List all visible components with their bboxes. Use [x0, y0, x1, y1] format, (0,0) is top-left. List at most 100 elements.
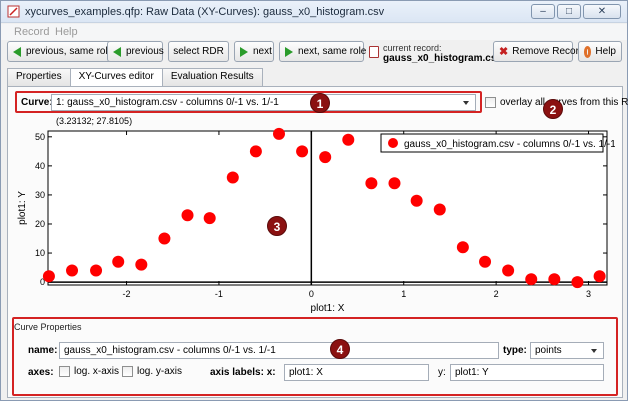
- data-point: [548, 273, 561, 286]
- help-button[interactable]: Help: [578, 41, 622, 62]
- maximize-button[interactable]: □: [557, 4, 581, 19]
- remove-record-button[interactable]: ✖ Remove Record: [493, 41, 584, 62]
- dropdown-arrow-icon: [591, 349, 597, 353]
- coordinate-readout: (3.23132; 27.8105): [56, 116, 133, 126]
- checkbox-box[interactable]: [122, 366, 133, 377]
- legend-marker: [388, 138, 398, 148]
- title-bar: xycurves_examples.qfp: Raw Data (XY-Curv…: [1, 1, 627, 23]
- toolbar: previous, same role previous select RDR …: [1, 41, 627, 67]
- tab-xy-curves-editor[interactable]: XY-Curves editor: [69, 68, 163, 87]
- legend: gauss_x0_histogram.csv - columns 0/-1 vs…: [380, 133, 616, 153]
- close-button[interactable]: ✕: [583, 4, 621, 19]
- x-tick-label: 3: [586, 289, 591, 299]
- x-tick-label: 0: [309, 289, 314, 299]
- window-controls: – □ ✕: [531, 4, 621, 19]
- y-tick-label: 40: [35, 161, 45, 171]
- x-tick-label: 1: [401, 289, 406, 299]
- log-y-axis-checkbox[interactable]: log. y-axis: [122, 366, 182, 377]
- legend-box: [380, 133, 604, 153]
- arrow-right-icon: [285, 46, 293, 57]
- callout-badge-1: 1: [310, 93, 330, 113]
- curve-label: Curve:: [21, 97, 53, 108]
- log-x-axis-checkbox[interactable]: log. x-axis: [59, 366, 119, 377]
- data-point: [272, 127, 285, 140]
- select-rdr-button[interactable]: select RDR: [168, 41, 229, 62]
- current-record: current record: gauss_x0_histogram.csv: [369, 43, 502, 65]
- curve-select[interactable]: 1: gauss_x0_histogram.csv - columns 0/-1…: [51, 94, 476, 111]
- x-axis-label-input[interactable]: plot1: X: [284, 364, 429, 381]
- legend-label: gauss_x0_histogram.csv - columns 0/-1 vs…: [404, 139, 615, 150]
- data-point: [456, 241, 469, 254]
- data-point: [410, 194, 423, 207]
- tab-evaluation-results[interactable]: Evaluation Results: [161, 68, 263, 86]
- checkbox-box[interactable]: [485, 97, 496, 108]
- menu-bar: Record Help: [1, 24, 627, 40]
- data-point: [42, 270, 55, 283]
- data-point: [571, 276, 584, 289]
- curve-properties-section: Curve Properties name: gauss_x0_histogra…: [12, 317, 618, 396]
- current-record-value: gauss_x0_histogram.csv: [383, 53, 502, 64]
- y-tick-label: 50: [35, 132, 45, 142]
- curve-selector-row: Curve: 1: gauss_x0_histogram.csv - colum…: [15, 91, 482, 113]
- type-label: type:: [503, 345, 527, 356]
- data-point: [226, 171, 239, 184]
- data-point: [296, 145, 309, 158]
- minimize-button[interactable]: –: [531, 4, 555, 19]
- next-button[interactable]: next: [234, 41, 274, 62]
- overlay-all-curves-checkbox[interactable]: overlay all curves from this RDR: [485, 97, 628, 108]
- next-same-role-button[interactable]: next, same role: [279, 41, 366, 62]
- x-axis-label: plot1: X: [311, 303, 345, 314]
- menu-help[interactable]: Help: [55, 26, 78, 38]
- data-point: [479, 255, 492, 268]
- curve-properties-title: Curve Properties: [14, 322, 82, 332]
- xy-curves-editor-panel: Curve: 1: gauss_x0_histogram.csv - colum…: [7, 86, 628, 398]
- name-label: name:: [28, 345, 58, 356]
- arrow-left-icon: [13, 46, 21, 57]
- callout-badge-4: 4: [330, 339, 350, 359]
- axes-label: axes:: [28, 367, 54, 378]
- callout-badge-2: 2: [543, 99, 563, 119]
- data-point: [249, 145, 262, 158]
- data-point: [319, 151, 332, 164]
- y-axis-label-input[interactable]: plot1: Y: [450, 364, 604, 381]
- tab-bar: Properties XY-Curves editor Evaluation R…: [7, 68, 263, 87]
- data-point: [90, 264, 103, 277]
- data-point: [433, 203, 446, 216]
- data-point: [525, 273, 538, 286]
- axis-labels-label: axis labels: x:: [210, 367, 276, 378]
- y-tick-label: 30: [35, 190, 45, 200]
- menu-record[interactable]: Record: [14, 26, 50, 38]
- data-point: [112, 255, 125, 268]
- app-icon: [7, 5, 20, 18]
- callout-badge-3: 3: [267, 216, 287, 236]
- tab-properties[interactable]: Properties: [7, 68, 71, 86]
- arrow-right-icon: [240, 46, 248, 57]
- data-point: [365, 177, 378, 190]
- dropdown-arrow-icon: [463, 101, 469, 105]
- checkbox-box[interactable]: [59, 366, 70, 377]
- arrow-left-icon: [113, 46, 121, 57]
- data-point: [388, 177, 401, 190]
- y-tick-label: 20: [35, 219, 45, 229]
- previous-button[interactable]: previous: [107, 41, 164, 62]
- x-tick-label: -1: [215, 289, 223, 299]
- previous-same-role-button[interactable]: previous, same role: [7, 41, 125, 62]
- data-point: [342, 133, 355, 146]
- help-lifebuoy-icon: [584, 45, 592, 58]
- remove-icon: ✖: [499, 46, 509, 58]
- data-point: [66, 264, 79, 277]
- y-axis-label: plot1: Y: [17, 191, 28, 225]
- window-title: xycurves_examples.qfp: Raw Data (XY-Curv…: [25, 6, 385, 18]
- record-icon: [369, 46, 379, 58]
- type-select[interactable]: points: [530, 342, 604, 359]
- y-tick-label: 10: [35, 248, 45, 258]
- y-label: y:: [438, 367, 446, 378]
- x-tick-label: 2: [494, 289, 499, 299]
- curve-name-input[interactable]: gauss_x0_histogram.csv - columns 0/-1 vs…: [59, 342, 499, 359]
- data-point: [203, 212, 216, 225]
- y-tick-label: 0: [40, 277, 45, 287]
- data-point: [502, 264, 515, 277]
